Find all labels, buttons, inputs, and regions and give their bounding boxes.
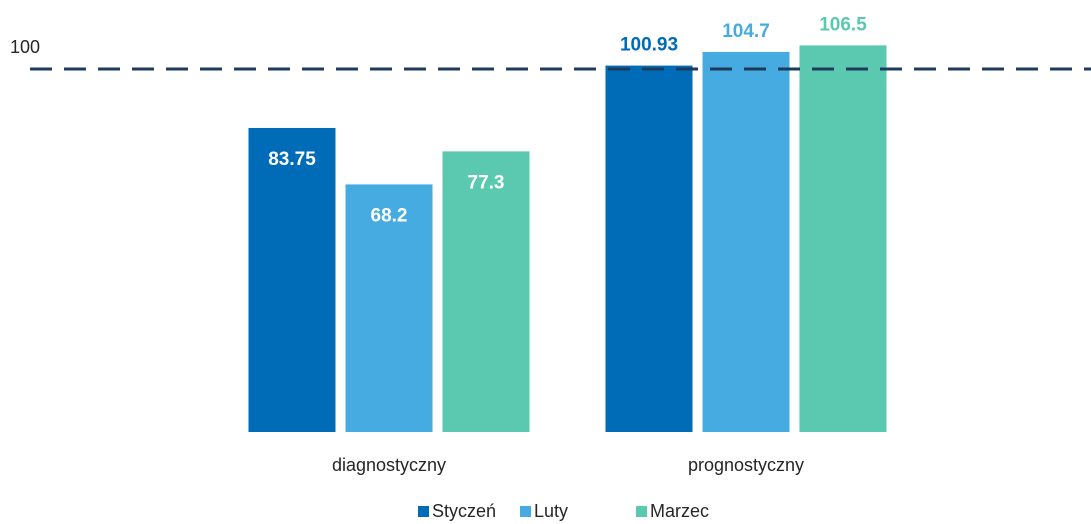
legend-label: Marzec [650, 501, 709, 521]
x-tick-label: diagnostyczny [332, 455, 446, 475]
legend-swatch [520, 506, 531, 517]
value-label: 106.5 [819, 14, 867, 35]
bar [345, 184, 433, 432]
bar [799, 45, 887, 433]
bar [605, 65, 693, 432]
value-label: 68.2 [371, 205, 408, 226]
x-tick-label: prognostyczny [688, 455, 804, 475]
value-label: 77.3 [468, 172, 505, 193]
legend-swatch [636, 506, 647, 517]
reference-label: 100 [10, 37, 40, 57]
legend-label: Luty [534, 501, 568, 521]
legend-label: Styczeń [432, 501, 496, 521]
bar [702, 51, 790, 433]
value-label: 100.93 [620, 35, 678, 56]
value-label: 104.7 [722, 21, 770, 42]
value-label: 83.75 [268, 149, 316, 170]
bar [442, 151, 530, 432]
bar [248, 127, 336, 433]
legend-swatch [418, 506, 429, 517]
